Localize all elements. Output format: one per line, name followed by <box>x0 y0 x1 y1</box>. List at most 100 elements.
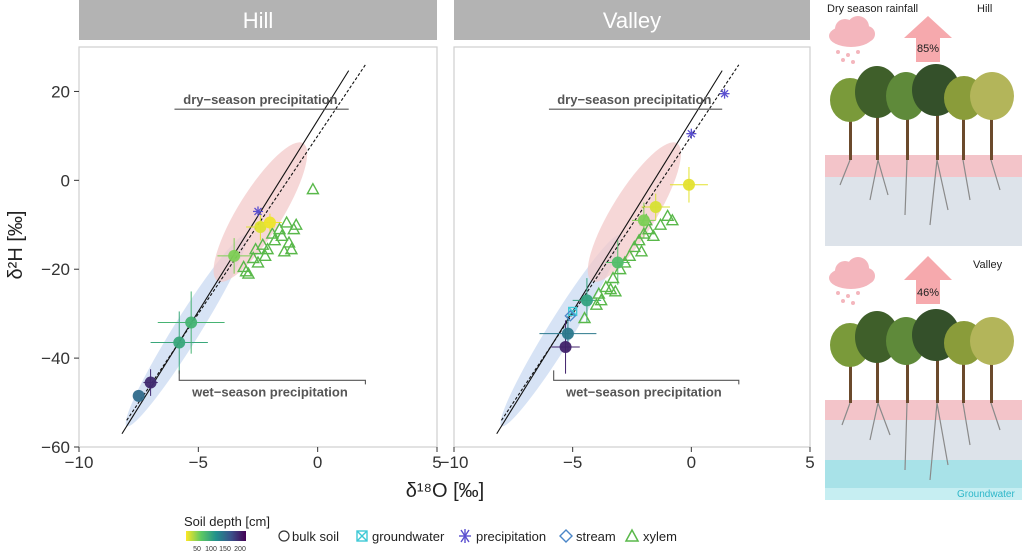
valley-trees-icon <box>830 309 1014 481</box>
legend-precipitation-label: precipitation <box>476 529 546 544</box>
xylem-point-12 <box>632 233 646 246</box>
panel-hill-layer: dry−season precipitation wet−season preci… <box>121 64 366 435</box>
wet-season-bracket <box>178 370 366 385</box>
illustration: Dry season rainfall Hill 85% <box>825 3 1022 500</box>
bulk-soil-point-6 <box>682 178 695 191</box>
illus-valley-pct: 46% <box>917 287 939 299</box>
hill-soil-bedrock <box>825 174 1022 246</box>
groundwater-point-0 <box>568 306 578 317</box>
gmwl-line <box>126 64 366 421</box>
illus-groundwater-label: Groundwater <box>957 489 1015 500</box>
xylem-point-4 <box>251 255 265 268</box>
legend-colorbar <box>186 531 246 541</box>
valley-rain-drops-icon <box>836 291 860 305</box>
x-tick-label-hill-3: 5 <box>432 453 441 472</box>
cloud-icon <box>829 16 875 47</box>
legend-groundwater-label: groundwater <box>372 529 445 544</box>
panel-title-hill: Hill <box>243 8 274 33</box>
bulk-soil-point-5 <box>254 221 267 233</box>
xylem-point-10 <box>275 228 289 241</box>
legend-stream-label: stream <box>576 529 616 544</box>
lmwl-line <box>496 70 723 435</box>
legend-xylem-label: xylem <box>643 529 677 544</box>
y-tick-label-2: −20 <box>41 260 70 279</box>
legend-xylem-icon <box>624 528 640 542</box>
xylem-point-16 <box>653 217 668 230</box>
xylem-point-5 <box>256 237 270 250</box>
dry-season-label: dry−season precipitation <box>557 92 711 107</box>
precipitation-point-0 <box>253 206 263 217</box>
wet-season-bracket <box>553 370 740 385</box>
x-tick-label-valley-2: 0 <box>687 453 696 472</box>
xylem-point-3 <box>246 251 260 264</box>
legend-groundwater-icon <box>356 530 368 542</box>
bulk-soil-point-4 <box>228 249 241 262</box>
illus-valley-label: Valley <box>973 259 1003 271</box>
bulk-soil-point-3 <box>611 256 624 269</box>
xylem-point-19 <box>306 182 320 195</box>
precipitation-point-1 <box>686 128 697 139</box>
stream-point-0 <box>564 309 577 322</box>
valley-uptake-arrow-icon <box>904 256 952 304</box>
y-tick-label-0: −60 <box>41 438 70 457</box>
y-tick-label-3: 0 <box>61 171 70 190</box>
legend-colorbar-tick-100: 100 <box>205 546 217 553</box>
panel-valley-layer: dry−season precipitation wet−season preci… <box>496 64 740 435</box>
panel-strip-valley <box>454 0 810 40</box>
illus-rain-label: Dry season rainfall <box>827 3 918 15</box>
xylem-point-18 <box>665 213 680 226</box>
wet-season-label: wet−season precipitation <box>191 384 348 399</box>
xylem-point-11 <box>279 215 294 228</box>
illus-hill-label: Hill <box>977 3 992 15</box>
xylem-point-8 <box>613 262 627 275</box>
legend-bulk-soil-label: bulk soil <box>292 529 339 544</box>
hill-trees-icon <box>830 64 1014 226</box>
legend-colorbar-title: Soil depth [cm] <box>184 514 270 529</box>
valley-cloud-icon <box>829 257 875 289</box>
bulk-soil-point-3 <box>185 316 198 329</box>
xylem-point-2 <box>241 266 256 279</box>
bulk-soil-point-6 <box>263 216 276 229</box>
gmwl-line <box>501 64 740 421</box>
x-tick-label-hill-0: −10 <box>65 453 94 472</box>
x-tick-label-valley-0: −10 <box>440 453 469 472</box>
valley-soil-bedrock <box>825 418 1022 460</box>
legend-colorbar-tick-200: 200 <box>234 546 246 553</box>
dry-season-label: dry−season precipitation <box>183 92 337 107</box>
panel-strip-hill <box>79 0 437 40</box>
legend-bulk-soil-icon <box>278 530 290 542</box>
xylem-point-11 <box>627 240 642 253</box>
xylem-point-15 <box>248 242 263 255</box>
valley-soil-top <box>825 400 1022 420</box>
y-tick-label-4: 20 <box>51 82 70 101</box>
bulk-soil-point-5 <box>649 201 662 213</box>
legend: Soil depth [cm] 50 100 150 200 bulk soil… <box>184 514 677 553</box>
legend-colorbar-tick-150: 150 <box>219 546 231 553</box>
legend-colorbar-tick-50: 50 <box>193 546 201 553</box>
xylem-point-18 <box>284 242 299 255</box>
plot-area-hill <box>78 46 438 448</box>
xylem-point-1 <box>239 264 253 277</box>
x-axis-title: δ¹⁸O [‰] <box>406 480 484 502</box>
x-tick-label-valley-3: 5 <box>805 453 814 472</box>
bulk-soil-point-2 <box>580 294 593 307</box>
bulk-soil-point-4 <box>637 214 650 227</box>
x-tick-label-valley-1: −5 <box>563 453 582 472</box>
y-axis-title: δ²H [‰] <box>5 211 27 280</box>
xylem-point-6 <box>606 271 620 284</box>
bulk-soil-point-1 <box>561 327 574 340</box>
xylem-point-0 <box>577 311 592 324</box>
legend-precipitation-icon <box>459 529 471 543</box>
x-tick-label-hill-2: 0 <box>313 453 322 472</box>
precipitation-point-0 <box>719 88 730 99</box>
xylem-point-10 <box>622 248 637 261</box>
legend-stream-icon <box>559 529 573 543</box>
panel-title-valley: Valley <box>603 8 661 33</box>
wet-season-label: wet−season precipitation <box>565 384 722 399</box>
xylem-point-7 <box>608 284 623 297</box>
x-tick-label-hill-1: −5 <box>189 453 208 472</box>
xylem-point-14 <box>641 222 656 235</box>
y-tick-label-1: −40 <box>41 349 70 368</box>
xylem-point-19 <box>634 244 649 257</box>
